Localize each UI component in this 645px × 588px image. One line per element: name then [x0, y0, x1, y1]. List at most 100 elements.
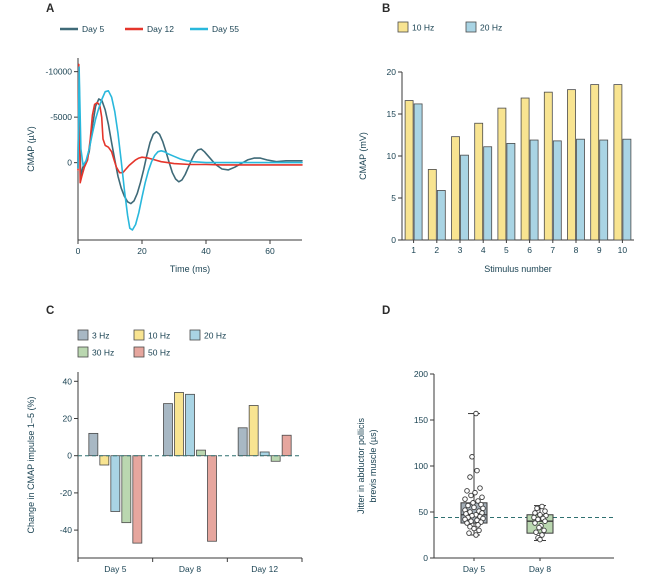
bar-30-hz-day-5	[121, 455, 132, 524]
jitter-point-day-8	[539, 532, 545, 538]
legend-label-20-hz: 20 Hz	[480, 23, 502, 33]
panel-b: B 0 5 10 15 20 1 2 3 4 5 6 7 8 9 10 10 Hz 20 Hz CMAP (mV)…	[322, 0, 645, 294]
x-tick-label: 40	[201, 246, 211, 256]
legend-swatch-10-hz	[397, 21, 409, 33]
y-tick-label: 50	[419, 507, 429, 517]
x-tick-label: 6	[527, 245, 532, 255]
x-tick-label: 0	[76, 246, 81, 256]
jitter-point-day-5	[477, 485, 483, 491]
bar-20-hz-8	[576, 138, 585, 241]
jitter-point-day-8	[539, 503, 545, 510]
panel-c: C -40 -20 0 20 40 Day 5 Day 8 Day 12 3 Hz 10 Hz 20…	[0, 294, 322, 588]
x-tick-label: Day 8	[179, 564, 201, 574]
bar-20-hz-day-12	[259, 451, 270, 457]
y-tick-label: 100	[414, 461, 428, 471]
bar-3-hz-day-8	[163, 403, 173, 457]
x-tick-label: 7	[550, 245, 555, 255]
panel-b-chart: 0 5 10 15 20 1 2 3 4 5 6 7 8 9 10 10 Hz 20 Hz CMAP (mV) St…	[358, 21, 634, 274]
panel-a-chart: -10000 -5000 0 0 20 40 60 Day 5 Day 12 Day 55 CMAP…	[26, 24, 303, 274]
jitter-point-day-8	[537, 512, 543, 518]
jitter-point-day-5	[475, 498, 481, 504]
legend-label-10-hz: 10 Hz	[148, 331, 170, 341]
jitter-point-day-5	[464, 488, 470, 494]
x-tick-label: 10	[618, 245, 628, 255]
line-day-55	[77, 66, 303, 231]
y-tick-label: -40	[60, 525, 73, 535]
bar-3-hz-day-5	[88, 432, 99, 457]
bar-10-hz-4	[474, 122, 484, 241]
bar-20-hz-5	[506, 142, 516, 241]
jitter-point-day-5	[471, 504, 477, 511]
x-tick-label: 3	[458, 245, 463, 255]
jitter-point-day-8	[541, 527, 547, 534]
bar-20-hz-6	[529, 139, 539, 241]
x-tick-label: 9	[597, 245, 602, 255]
legend-swatch-20-hz	[189, 329, 201, 341]
y-tick-label: 0	[423, 553, 428, 563]
bar-50-hz-day-5	[132, 455, 143, 544]
jitter-point-day-8	[542, 508, 548, 514]
panel-d: D 0 50 100 150 200 Day 5 Day 8 Jitter in abduct…	[322, 294, 645, 588]
jitter-point-day-5	[462, 496, 468, 502]
jitter-point-day-5	[471, 525, 477, 532]
line-day-12	[77, 63, 303, 184]
x-tick-label: 5	[504, 245, 509, 255]
legend-label-3-hz: 3 Hz	[92, 331, 109, 341]
bar-20-hz-3	[460, 154, 469, 241]
jitter-point-day-8	[537, 536, 543, 543]
bar-20-hz-2	[436, 190, 446, 241]
y-tick-label: 200	[414, 369, 428, 379]
jitter-point-day-5	[470, 500, 476, 506]
y-tick-label: 40	[63, 376, 73, 386]
jitter-point-day-8	[535, 516, 541, 523]
x-axis-title: Time (ms)	[170, 264, 210, 274]
y-tick-label: 0	[391, 235, 396, 245]
jitter-point-day-5	[479, 494, 485, 501]
bar-30-hz-day-12	[270, 455, 281, 462]
legend-swatch-50-hz	[133, 346, 145, 358]
bar-10-hz-day-12	[248, 405, 259, 457]
panel-d-letter: D	[382, 305, 391, 317]
bar-50-hz-day-8	[207, 455, 217, 542]
y-tick-label: 0	[67, 451, 72, 461]
x-tick-label: 8	[574, 245, 579, 255]
bar-10-hz-10	[613, 84, 623, 241]
jitter-point-day-5	[476, 527, 482, 534]
y-tick-label: -20	[60, 488, 73, 498]
x-tick-label: 4	[481, 245, 486, 255]
bar-20-hz-9	[599, 139, 609, 241]
jitter-point-day-5	[474, 467, 480, 474]
x-tick-label: 2	[434, 245, 439, 255]
jitter-point-day-5	[467, 474, 473, 480]
y-tick-label: 5	[391, 193, 396, 203]
panel-a: A -10000 -5000 0 0 20 40 60 Day 5 Day 12 Day 55 CM…	[0, 0, 322, 294]
y-axis-title: CMAP (mV)	[358, 132, 368, 180]
panel-c-letter: C	[46, 305, 55, 317]
x-tick-label: Day 5	[104, 564, 126, 574]
legend-swatch-30-hz	[77, 346, 89, 358]
jitter-point-day-5	[464, 520, 470, 526]
y-tick-label: -5000	[50, 112, 72, 122]
bar-10-hz-3	[451, 136, 460, 241]
jitter-point-day-8	[534, 505, 540, 512]
bar-20-hz-7	[552, 140, 562, 241]
bar-20-hz-1	[413, 103, 423, 241]
bar-10-hz-1	[404, 100, 414, 241]
bar-10-hz-day-8	[174, 392, 184, 457]
jitter-point-day-5	[473, 410, 479, 417]
y-axis-title-line-2: brevis muscle (µs)	[368, 429, 378, 502]
jitter-point-day-8	[532, 510, 538, 516]
x-axis-title: Stimulus number	[484, 264, 552, 274]
y-tick-label: 20	[63, 414, 73, 424]
panel-a-letter: A	[46, 3, 55, 15]
y-axis-title-line-1: Jitter in abductor pollicis	[356, 417, 366, 514]
y-tick-label: 0	[67, 158, 72, 168]
legend-label-30-hz: 30 Hz	[92, 348, 114, 358]
legend-label-10-hz: 10 Hz	[412, 23, 434, 33]
jitter-point-day-5	[473, 532, 479, 538]
legend-swatch-3-hz	[77, 329, 89, 341]
bar-30-hz-day-8	[196, 449, 206, 457]
jitter-point-day-5	[465, 502, 471, 509]
legend-swatch-10-hz	[133, 329, 145, 341]
